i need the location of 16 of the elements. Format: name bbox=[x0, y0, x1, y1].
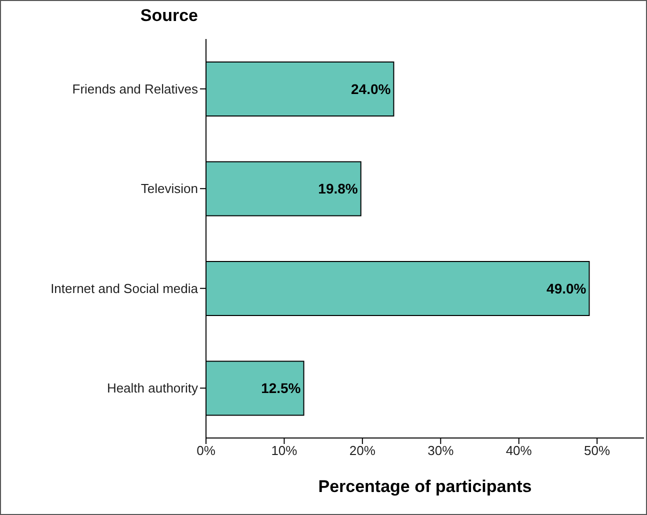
x-axis-title: Percentage of participants bbox=[318, 477, 532, 496]
data-label: 12.5% bbox=[261, 380, 302, 396]
y-tick-label: Health authority bbox=[106, 380, 198, 396]
x-tick-label: 40% bbox=[506, 443, 532, 458]
y-tick-label: Internet and Social media bbox=[50, 280, 199, 296]
y-tick-label: Friends and Relatives bbox=[72, 81, 198, 96]
x-tick-label: 50% bbox=[584, 443, 611, 458]
x-tick-label: 0% bbox=[196, 443, 216, 458]
data-label: 49.0% bbox=[546, 280, 587, 296]
data-label: 24.0% bbox=[351, 80, 392, 97]
data-label: 19.8% bbox=[318, 180, 358, 197]
x-tick-label: 30% bbox=[428, 443, 454, 458]
x-tick-label: 20% bbox=[349, 443, 376, 458]
y-axis-title: Source bbox=[140, 6, 198, 26]
y-tick-label: Television bbox=[140, 181, 198, 196]
x-tick-label: 10% bbox=[271, 443, 298, 458]
